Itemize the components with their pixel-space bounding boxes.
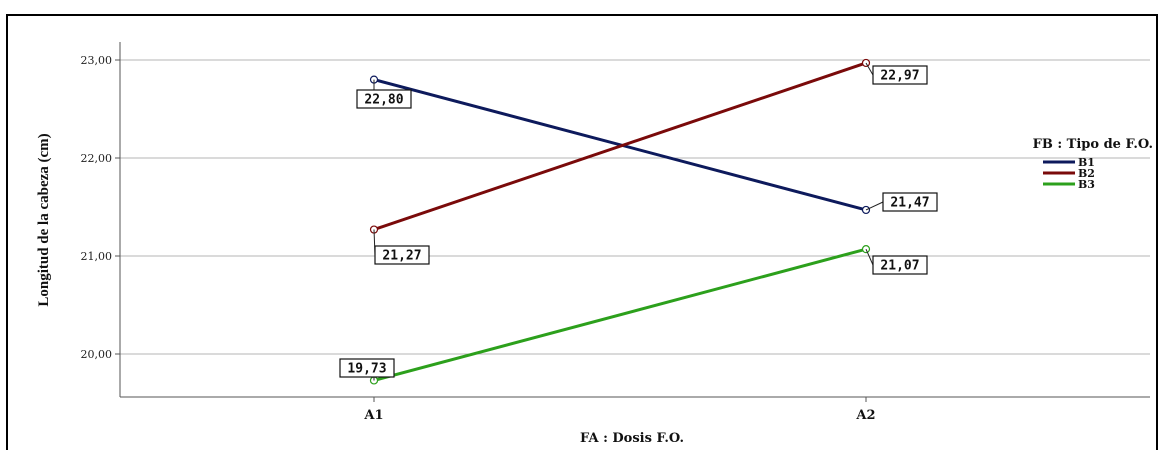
data-label-box bbox=[356, 89, 412, 109]
data-label: 21,07 bbox=[880, 259, 919, 274]
data-label: 21,47 bbox=[890, 196, 929, 211]
axes bbox=[119, 42, 1150, 398]
data-label-box bbox=[882, 192, 938, 212]
label-leader bbox=[865, 62, 874, 76]
series-line-b3 bbox=[373, 247, 867, 382]
data-label-box bbox=[872, 65, 928, 85]
data-label: 21,27 bbox=[382, 249, 421, 264]
y-tick-label: 21,00 bbox=[81, 250, 113, 263]
y-tick-labels: 20,00 21,00 22,00 23,00 bbox=[81, 54, 113, 361]
legend-label: B3 bbox=[1078, 178, 1095, 191]
y-axis-title: Longitud de la cabeza (cm) bbox=[36, 133, 52, 306]
y-tick-label: 23,00 bbox=[81, 54, 113, 67]
data-label-box bbox=[872, 255, 928, 275]
data-label: 19,73 bbox=[347, 362, 386, 377]
legend-title: FB : Tipo de F.O. bbox=[1033, 137, 1153, 152]
label-leader bbox=[865, 201, 884, 211]
x-tick-labels: A1 A2 bbox=[363, 397, 876, 423]
data-label: 22,97 bbox=[880, 69, 919, 84]
data-label-box bbox=[374, 245, 430, 265]
y-tick-label: 20,00 bbox=[81, 348, 113, 361]
x-tick-label: A2 bbox=[855, 408, 875, 423]
gridlines bbox=[115, 59, 1150, 355]
legend-label: B1 bbox=[1078, 156, 1095, 169]
series-line-b2 bbox=[373, 61, 867, 231]
x-axis-title: FA : Dosis F.O. bbox=[580, 431, 684, 446]
x-tick-label: A1 bbox=[363, 408, 383, 423]
legend-label: B2 bbox=[1078, 167, 1095, 180]
label-leader bbox=[865, 248, 874, 266]
data-label: 22,80 bbox=[364, 93, 403, 108]
data-label-box bbox=[339, 358, 395, 378]
series-lines bbox=[369, 58, 871, 385]
chart-frame bbox=[6, 14, 1158, 450]
y-tick-label: 22,00 bbox=[81, 152, 113, 165]
data-labels: 22,80 21,47 21,27 22,97 19,73 21,07 bbox=[339, 62, 938, 381]
